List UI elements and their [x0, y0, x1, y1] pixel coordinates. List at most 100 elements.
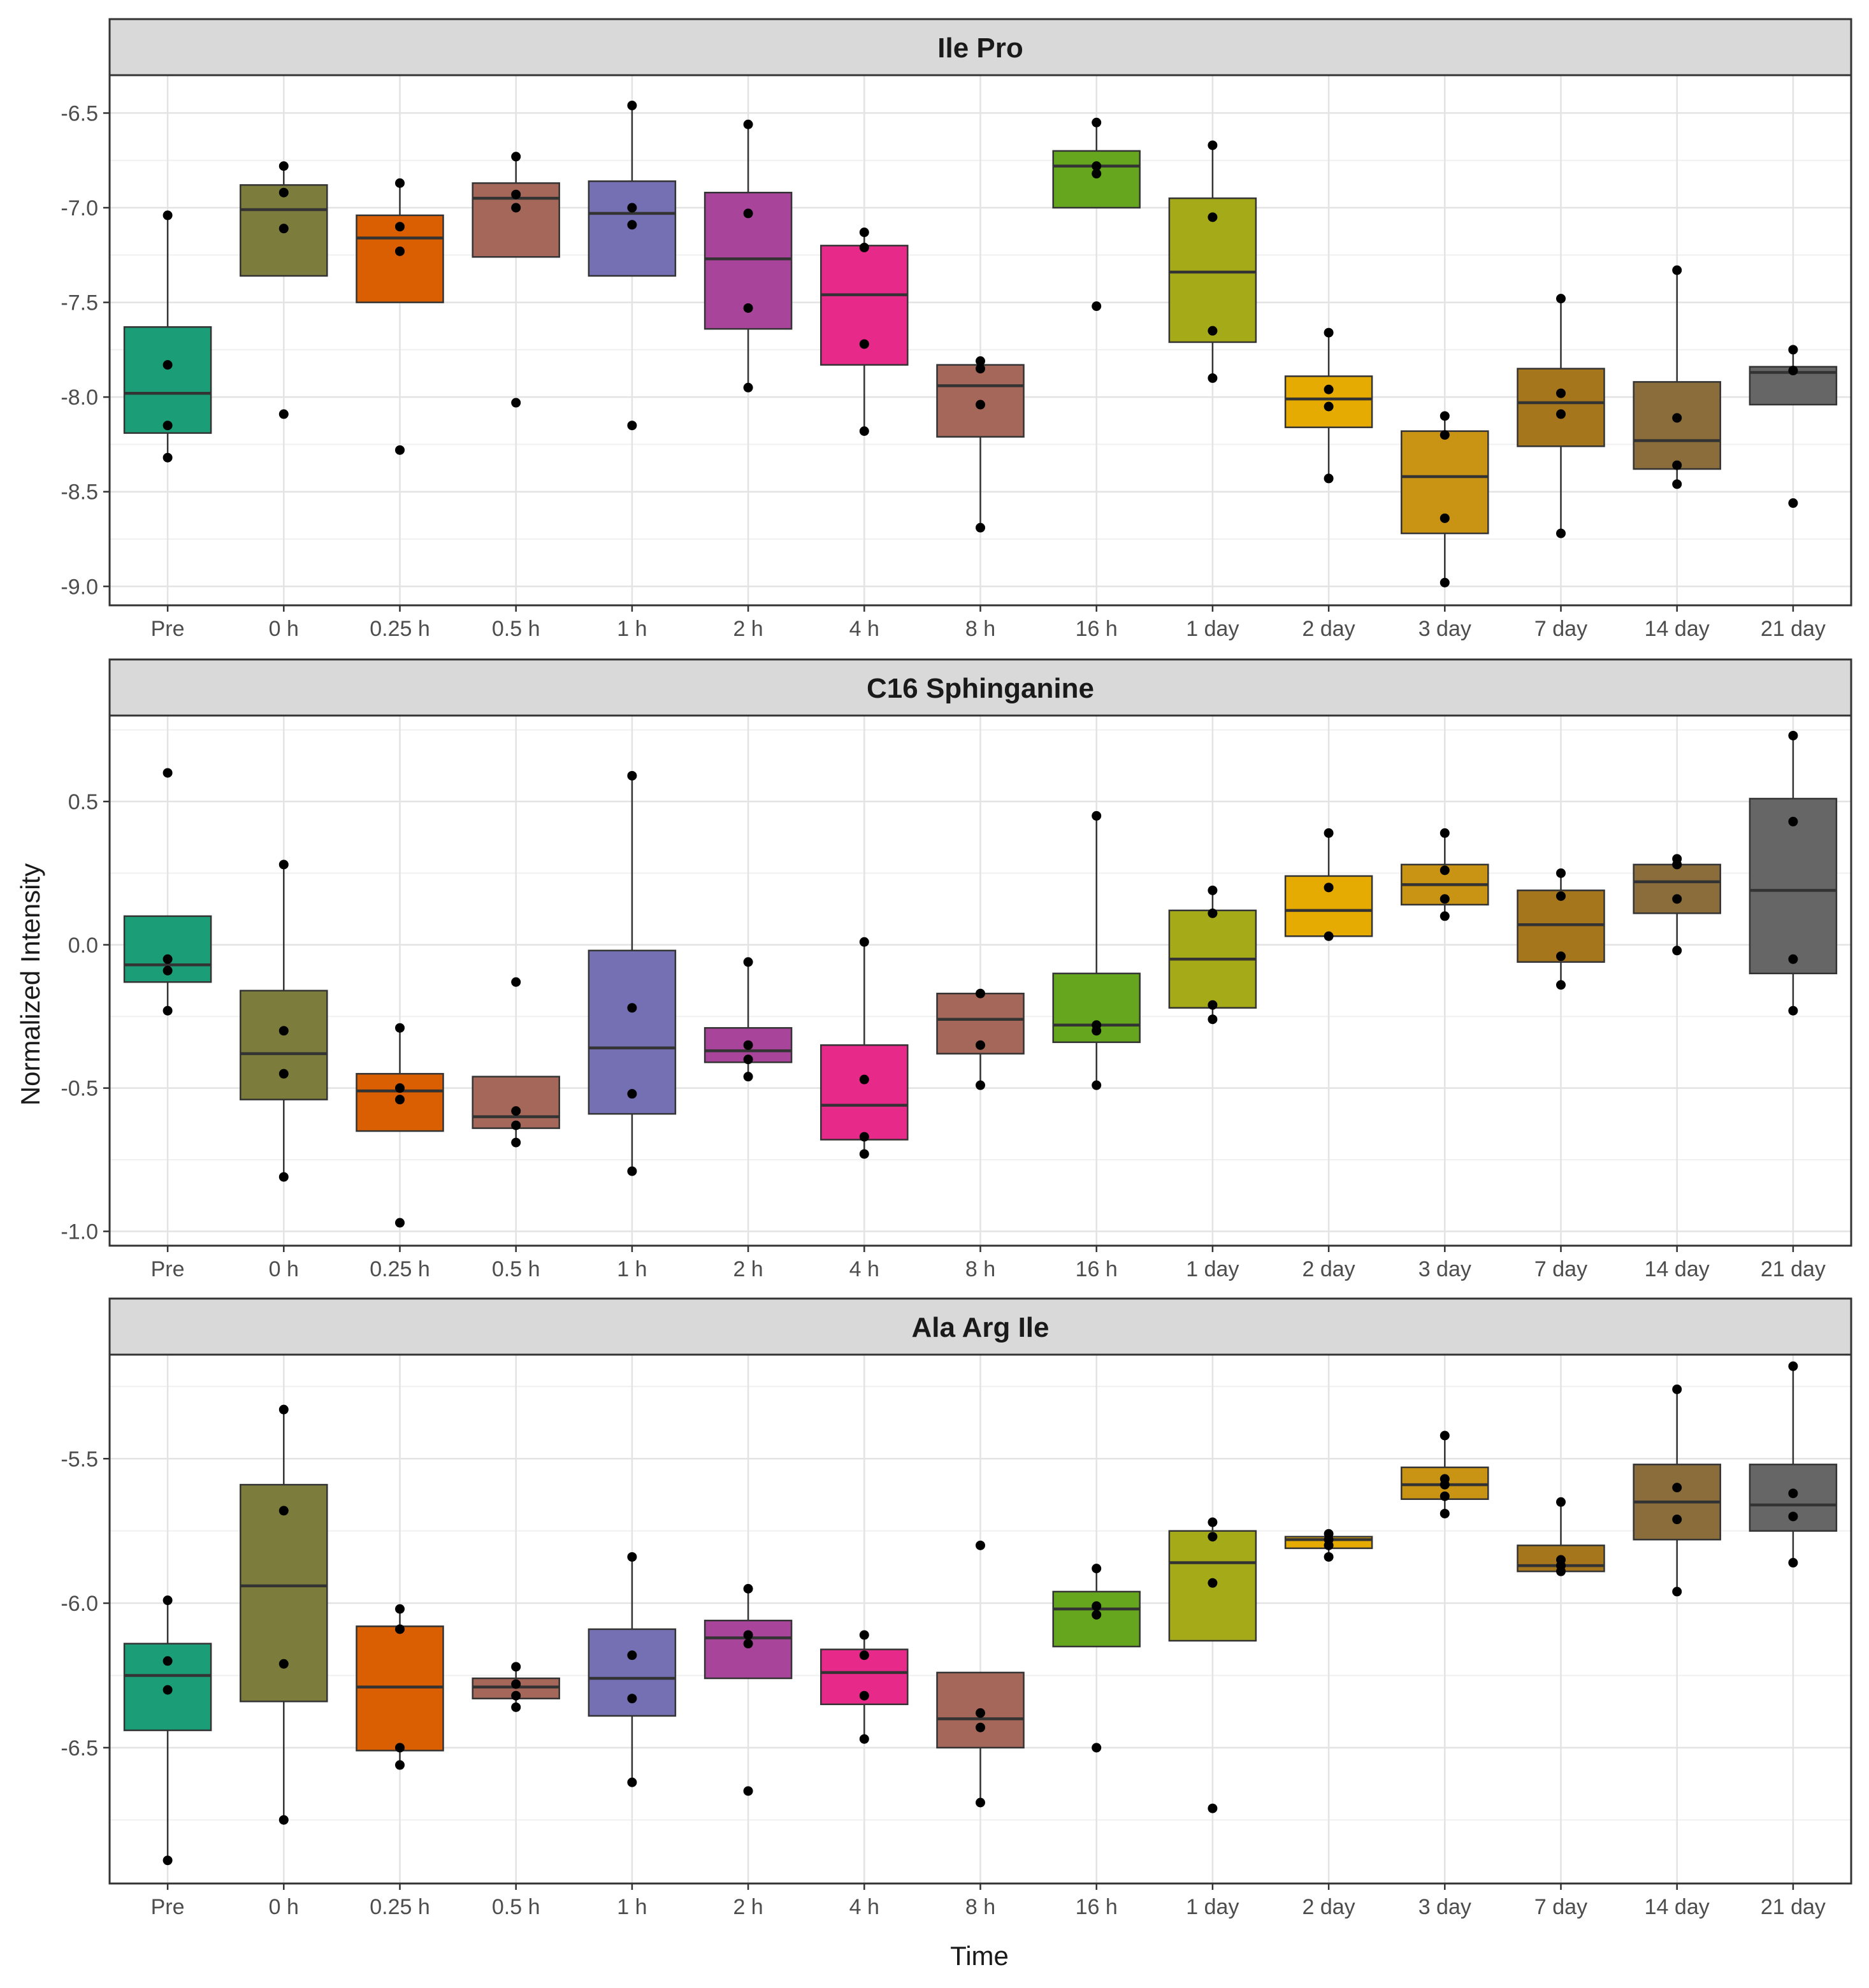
data-point — [1556, 1566, 1566, 1576]
y-tick-label: -6.0 — [61, 1592, 98, 1616]
box-7 day — [1517, 1497, 1605, 1576]
data-point — [859, 1734, 869, 1744]
box-2 h — [704, 1583, 793, 1796]
box-1 day — [1168, 885, 1257, 1025]
data-point — [976, 522, 985, 533]
x-tick-label: 0.25 h — [370, 617, 430, 641]
data-point — [1556, 409, 1566, 419]
box-3 day — [1401, 828, 1489, 921]
data-point — [1324, 473, 1334, 484]
data-point — [743, 1055, 753, 1065]
box-21 day — [1749, 1361, 1838, 1568]
data-point — [1324, 931, 1334, 941]
iqr-box — [1052, 150, 1141, 209]
x-tick-label: 4 h — [849, 1895, 879, 1919]
data-point — [743, 1639, 753, 1649]
box-16 h — [1052, 117, 1141, 312]
data-point — [1440, 1480, 1450, 1490]
x-tick-label: 7 day — [1534, 1895, 1587, 1919]
x-tick-label: 0 h — [269, 1895, 299, 1919]
data-point — [859, 1650, 869, 1660]
data-point — [511, 1137, 521, 1148]
box-Pre — [123, 210, 212, 463]
data-point — [1440, 894, 1450, 904]
data-point — [1208, 326, 1218, 336]
x-tick-label: 2 h — [733, 617, 763, 641]
data-point — [395, 1218, 405, 1228]
x-tick-label: 2 h — [733, 1895, 763, 1919]
x-tick-label: 2 day — [1303, 617, 1355, 641]
data-point — [511, 1106, 521, 1116]
data-point — [743, 1583, 753, 1594]
x-tick-label: 16 h — [1076, 1895, 1118, 1919]
data-point — [162, 1685, 173, 1695]
box-21 day — [1749, 345, 1838, 508]
data-point — [1208, 908, 1218, 918]
data-point — [511, 203, 521, 213]
x-tick-label: Pre — [151, 1257, 185, 1281]
y-tick-label: -0.5 — [61, 1077, 98, 1101]
data-point — [1208, 1803, 1218, 1813]
data-point — [162, 768, 173, 778]
x-tick-label: 4 h — [849, 1257, 879, 1281]
iqr-box — [356, 1625, 444, 1752]
data-point — [1672, 1587, 1682, 1597]
data-point — [1788, 954, 1798, 964]
data-point — [395, 1604, 405, 1614]
data-point — [1092, 1026, 1102, 1036]
data-point — [511, 189, 521, 199]
y-tick-label: -7.5 — [61, 291, 98, 315]
data-point — [1788, 1361, 1798, 1371]
data-point — [743, 1072, 753, 1082]
x-tick-label: 0 h — [269, 617, 299, 641]
box-Pre — [123, 1595, 212, 1866]
data-point — [627, 1003, 637, 1013]
data-point — [511, 398, 521, 408]
data-point — [1324, 882, 1334, 893]
iqr-box — [472, 182, 560, 258]
data-point — [511, 1679, 521, 1689]
data-point — [1556, 868, 1566, 878]
data-point — [1092, 810, 1102, 821]
data-point — [1208, 1532, 1218, 1542]
data-point — [627, 1694, 637, 1704]
x-tick-label: 21 day — [1761, 617, 1826, 641]
data-point — [976, 400, 985, 410]
data-point — [859, 227, 869, 238]
box-0.25 h — [356, 1604, 444, 1770]
data-point — [1556, 1497, 1566, 1507]
data-point — [1208, 140, 1218, 150]
x-tick-label: 0.5 h — [492, 617, 540, 641]
x-tick-label: 16 h — [1076, 1257, 1118, 1281]
data-point — [1324, 1552, 1334, 1562]
facet-strip — [108, 18, 1852, 76]
data-point — [743, 1786, 753, 1796]
data-point — [278, 1404, 289, 1415]
data-point — [278, 1815, 289, 1825]
x-tick-label: 0.5 h — [492, 1257, 540, 1281]
iqr-box — [1633, 381, 1721, 470]
data-point — [859, 937, 869, 947]
data-point — [1556, 294, 1566, 304]
x-tick-label: 1 day — [1186, 1895, 1239, 1919]
data-point — [278, 187, 289, 198]
data-point — [859, 242, 869, 252]
data-point — [1092, 117, 1102, 127]
box-21 day — [1749, 730, 1838, 1016]
data-point — [1208, 1000, 1218, 1010]
data-point — [1324, 328, 1334, 338]
data-point — [743, 303, 753, 313]
data-point — [1672, 1483, 1682, 1493]
panel-2: Ala Arg Ile -6.5 -6.0 -5.5 Pre 0 h 0.25 h 0.5 h… — [61, 1297, 1852, 1919]
data-point — [395, 1760, 405, 1770]
data-point — [1788, 345, 1798, 355]
data-point — [162, 452, 173, 463]
box-1 h — [588, 770, 677, 1176]
x-tick-label: 3 day — [1418, 1895, 1471, 1919]
data-point — [1672, 1515, 1682, 1525]
box-0 h — [240, 1404, 328, 1825]
x-tick-label: 1 h — [617, 617, 647, 641]
data-point — [1788, 1488, 1798, 1499]
box-8 h — [936, 988, 1025, 1090]
data-point — [1788, 730, 1798, 740]
